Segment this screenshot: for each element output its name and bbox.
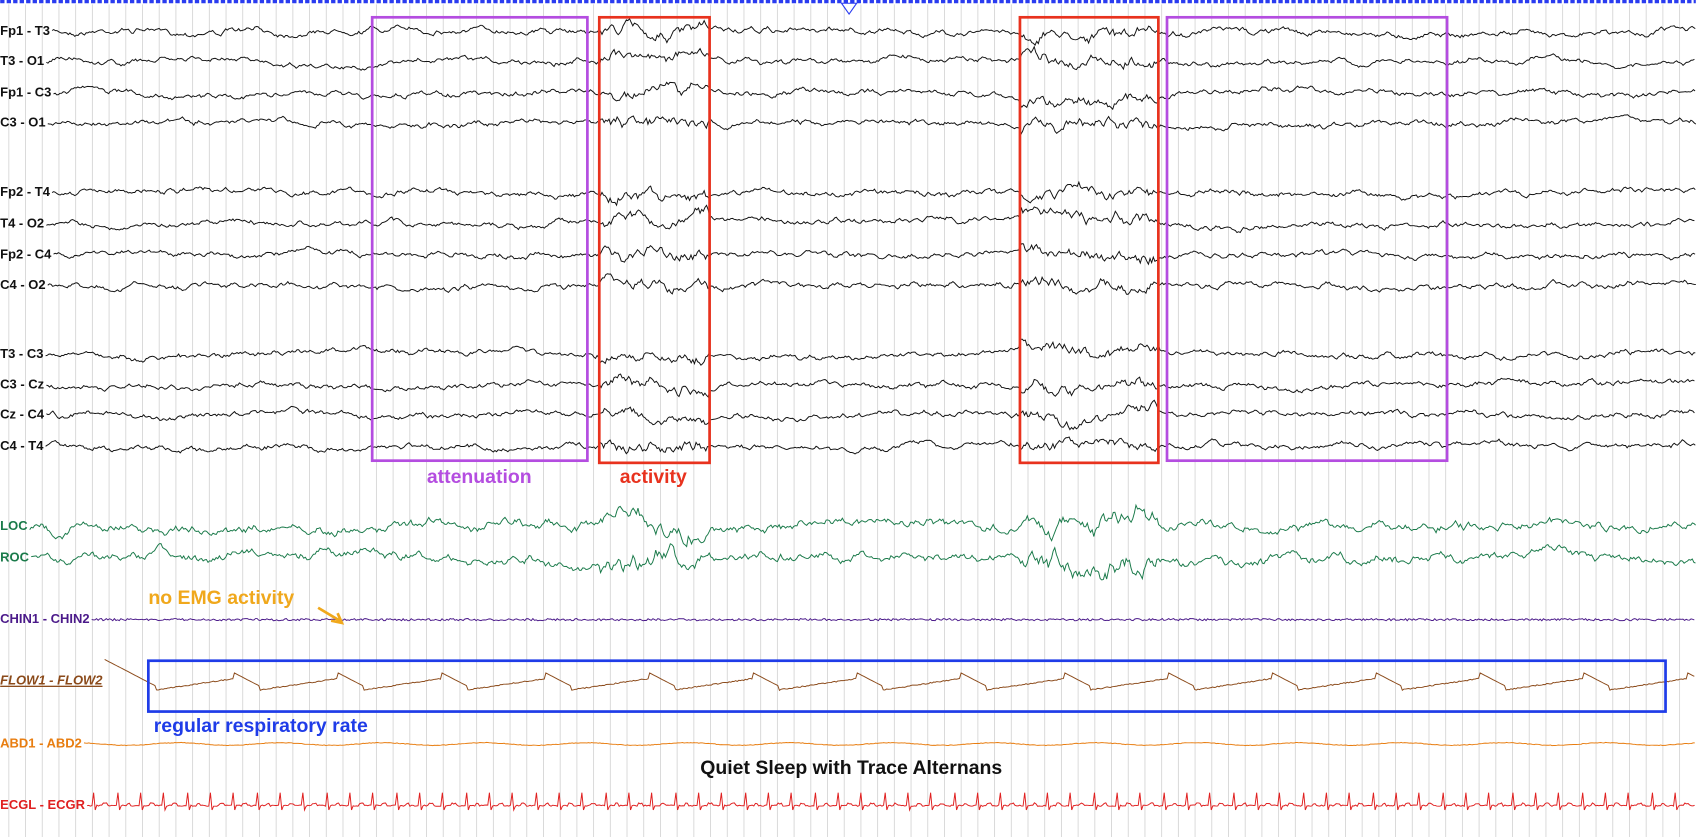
channel-label: C3 - O1 [0, 115, 45, 130]
trace [91, 617, 1695, 622]
channel-label: T4 - O2 [0, 215, 44, 230]
trace [29, 503, 1696, 548]
trace [46, 45, 1695, 71]
emg-label: no EMG activity [148, 587, 294, 609]
attenuation-box [1165, 15, 1449, 463]
trace [46, 373, 1695, 398]
time-grid [8, 4, 1681, 837]
trace [45, 338, 1696, 366]
emg-arrow [317, 606, 345, 625]
activity-box [1018, 15, 1160, 465]
respiration-label: regular respiratory rate [154, 715, 368, 737]
channel-label: T3 - O1 [0, 53, 44, 68]
trace [51, 180, 1696, 207]
channel-label: ABD1 - ABD2 [0, 735, 82, 750]
channel-label: FLOW1 - FLOW2 [0, 673, 103, 688]
channel-label: T3 - C3 [0, 346, 43, 361]
channel-labels: Fp1 - T3 T3 - O1 Fp1 - C3 C3 - O1 Fp2 - T4 T4… [0, 23, 103, 812]
trace [46, 399, 1695, 431]
attenuation-label: attenuation [427, 466, 532, 488]
trace [46, 204, 1695, 234]
trace [47, 114, 1696, 136]
channel-label: Cz - C4 [0, 407, 45, 422]
trace [47, 273, 1696, 295]
traces [29, 17, 1696, 812]
trace [51, 17, 1696, 46]
activity-label: activity [620, 466, 687, 488]
trace [45, 436, 1696, 455]
channel-label: LOC [0, 518, 28, 533]
time-cursor [840, 2, 858, 16]
channel-label: Fp2 - T4 [0, 184, 51, 199]
channel-label: ECGL - ECGR [0, 797, 85, 812]
trace [31, 543, 1696, 581]
trace [83, 741, 1695, 747]
channel-label: Fp1 - T3 [0, 23, 50, 38]
channel-label: CHIN1 - CHIN2 [0, 611, 89, 626]
attenuation-box [370, 15, 589, 463]
channel-label: Fp1 - C3 [0, 84, 51, 99]
channel-label: C4 - T4 [0, 438, 44, 453]
trace [104, 659, 1695, 692]
trace [87, 792, 1695, 812]
channel-label: C3 - Cz [0, 376, 44, 391]
channel-label: C4 - O2 [0, 277, 45, 292]
respiration-box [146, 659, 1667, 713]
activity-box [597, 15, 711, 465]
title: Quiet Sleep with Trace Alternans [700, 757, 1002, 779]
channel-label: ROC [0, 549, 29, 564]
channel-label: Fp2 - C4 [0, 247, 52, 262]
trace [53, 81, 1696, 111]
trace [53, 243, 1696, 266]
